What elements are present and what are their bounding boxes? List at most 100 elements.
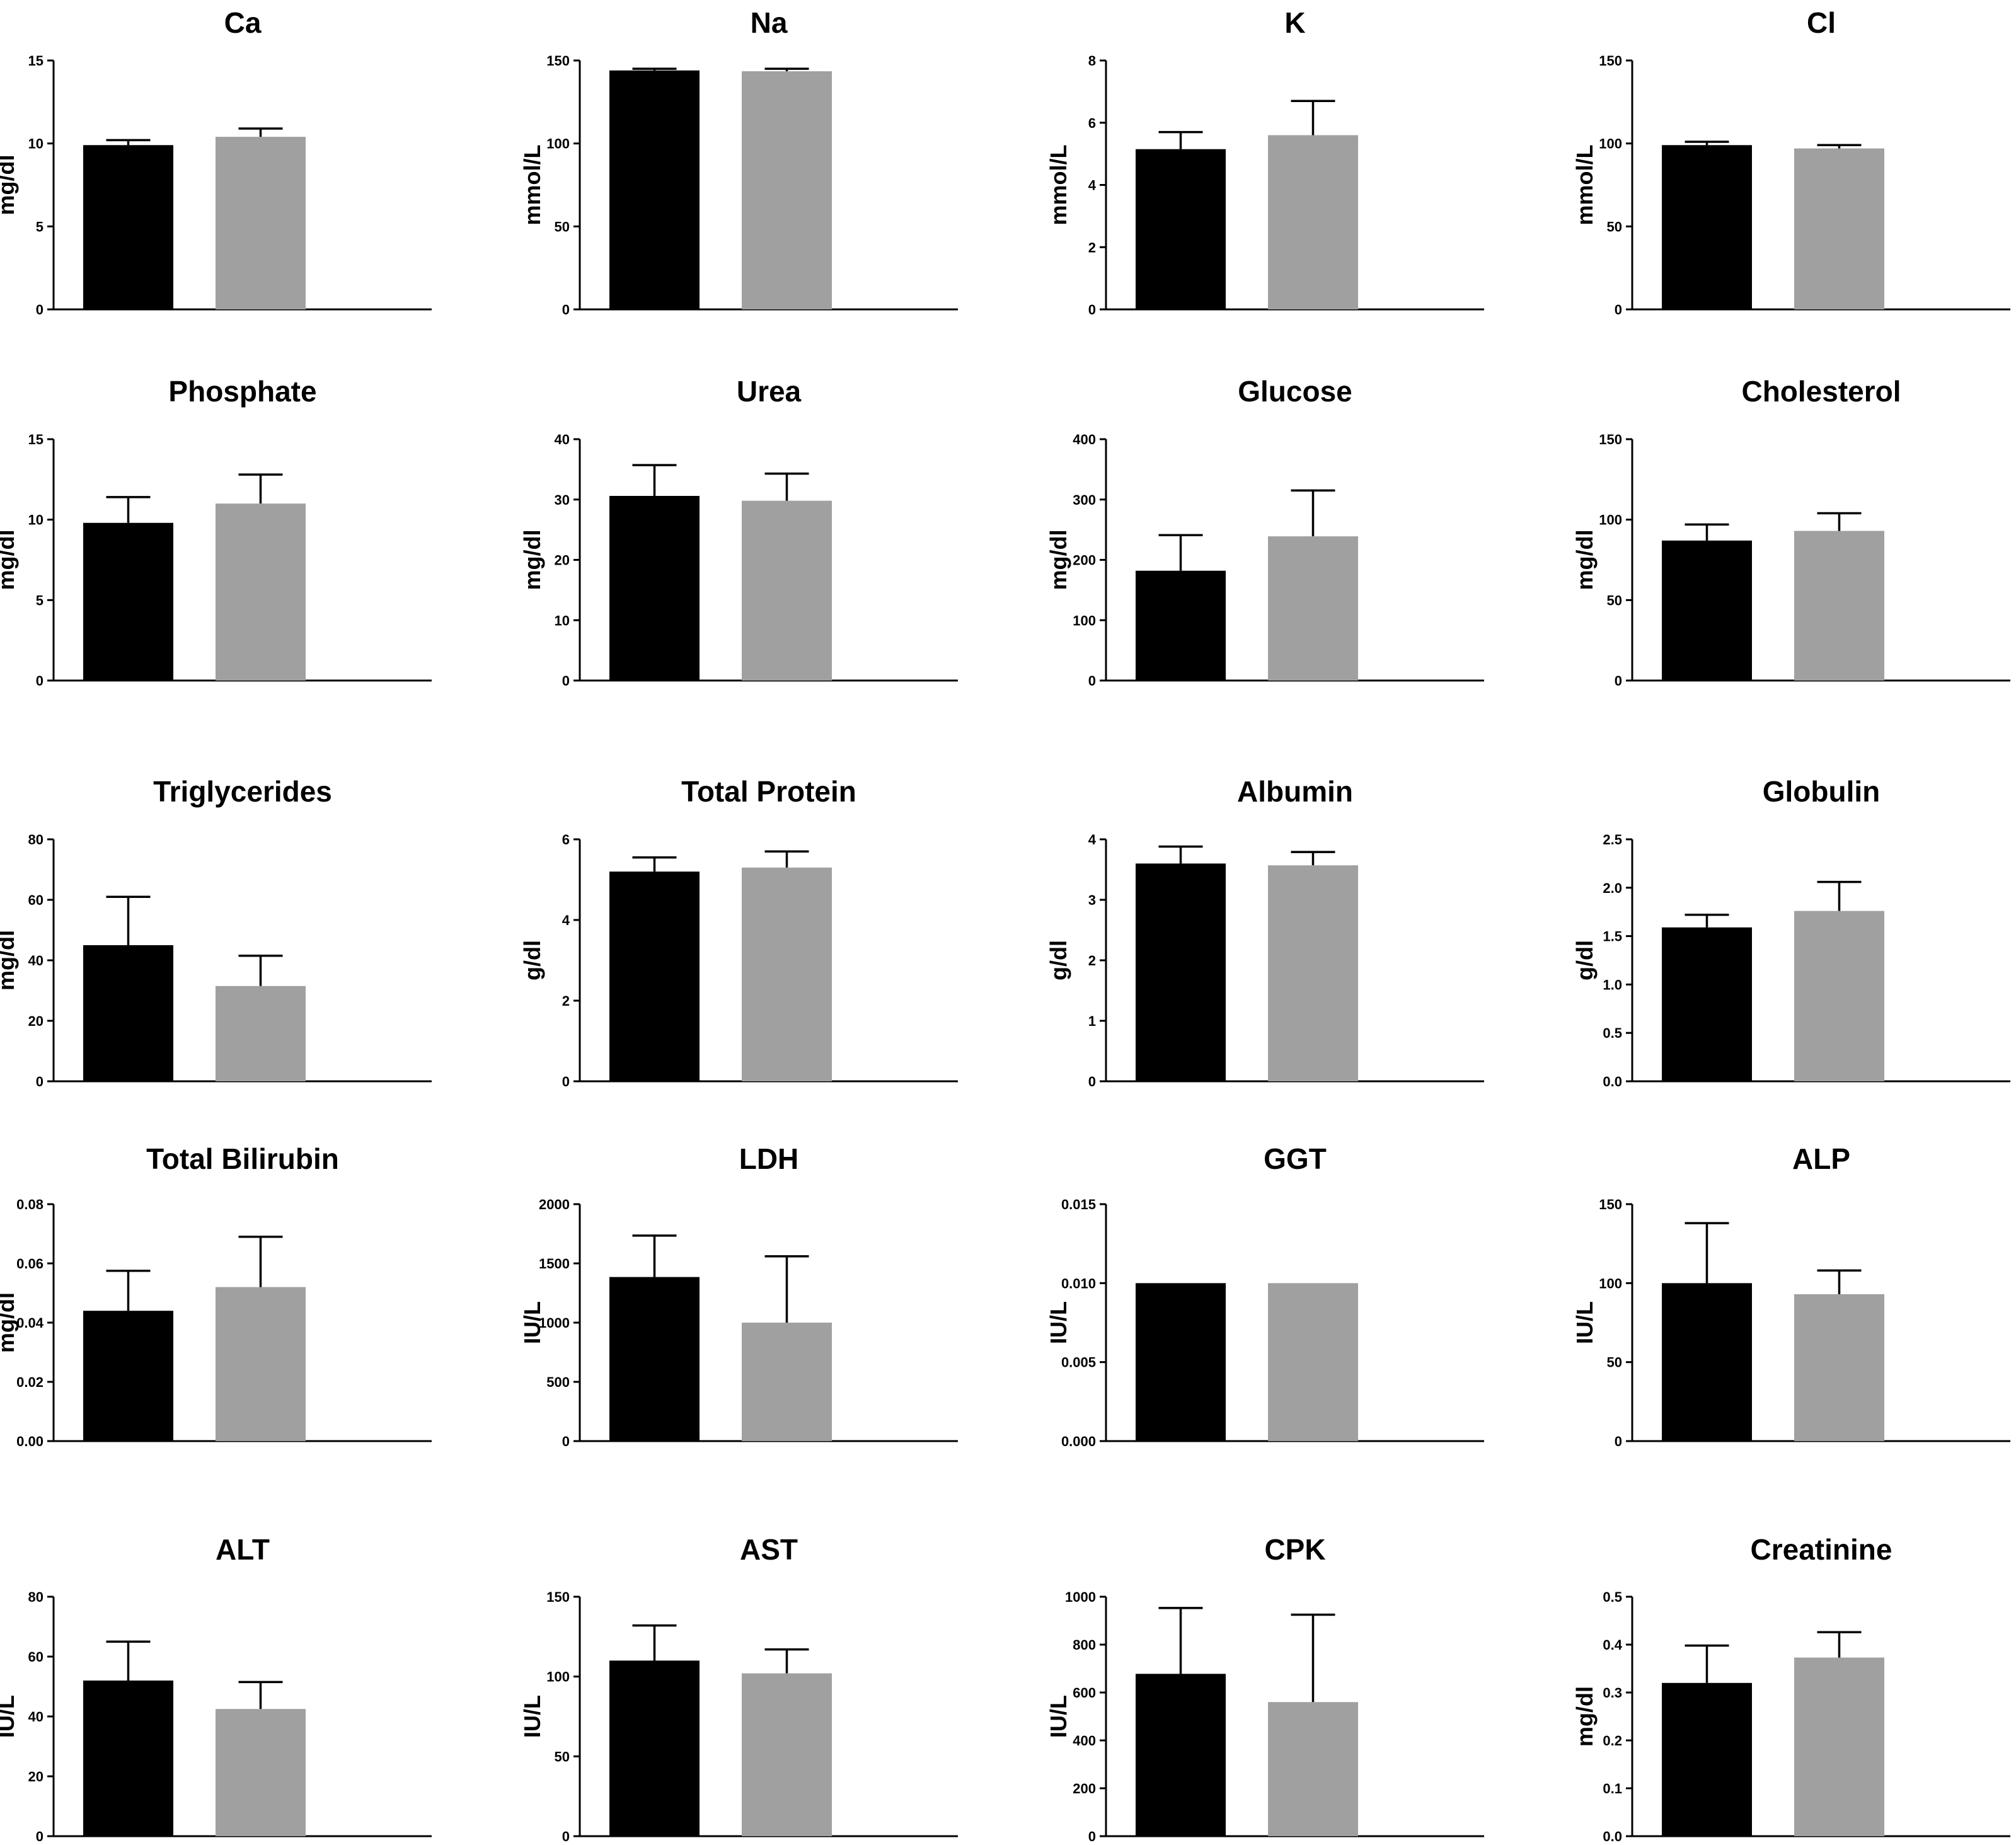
chart-total-bilirubin: Total Bilirubin mg/dl 0.00 0.02 0.04 0.06 0.08	[0, 1142, 432, 1449]
y-tick-label: 1000	[1065, 1589, 1096, 1605]
y-tick-label: 0	[1088, 673, 1096, 689]
y-tick-label: 0.08	[16, 1197, 43, 1212]
y-tick-label: 0.010	[1061, 1275, 1096, 1291]
y-tick-label: 0	[36, 673, 43, 689]
chart-title: Cholesterol	[1741, 375, 1901, 408]
y-tick-label: 1.0	[1603, 977, 1622, 992]
y-tick-label: 50	[555, 1749, 570, 1764]
chart-title: Cl	[1807, 6, 1836, 39]
y-axis-label: mmol/L	[1572, 144, 1598, 225]
y-tick-label: 1.5	[1603, 929, 1622, 945]
y-tick-label: 0.5	[1603, 1589, 1622, 1605]
y-tick-label: 100	[546, 1669, 570, 1685]
y-tick-label: 0.0	[1603, 1074, 1622, 1089]
y-tick-label: 600	[1073, 1685, 1096, 1701]
bar-urea-group-2	[742, 500, 832, 681]
y-tick-label: 2	[1088, 953, 1096, 968]
bar-creatinine-group-1	[1662, 1682, 1752, 1836]
y-tick-label: 0	[36, 302, 43, 318]
chart-title: AST	[740, 1533, 798, 1566]
y-tick-label: 100	[1073, 612, 1096, 628]
y-tick-label: 60	[28, 1649, 43, 1665]
bar-triglycerides-group-1	[83, 945, 173, 1081]
y-tick-label: 5	[36, 592, 43, 608]
y-axis-label: IU/L	[1572, 1301, 1598, 1344]
y-tick-label: 0.04	[16, 1315, 44, 1331]
y-axis-label: IU/L	[519, 1301, 545, 1344]
y-tick-label: 2	[1088, 239, 1096, 255]
chart-total-protein: Total Protein g/dl 0 2 4 6	[519, 775, 958, 1089]
y-tick-label: 0	[1088, 1074, 1096, 1089]
bar-cholesterol-group-1	[1662, 540, 1752, 681]
y-tick-label: 0.00	[16, 1434, 43, 1449]
chart-title: Ca	[224, 6, 262, 39]
y-axis-label: IU/L	[1045, 1301, 1071, 1344]
y-tick-label: 50	[555, 219, 570, 234]
bar-ast-group-2	[742, 1673, 832, 1836]
chart-alp: ALP IU/L 0 50 100 150	[1572, 1142, 2010, 1449]
y-tick-label: 5	[36, 219, 43, 234]
y-tick-label: 100	[546, 136, 570, 152]
y-tick-label: 20	[28, 1769, 43, 1785]
chart-triglycerides: Triglycerides mg/dl 0 20 40 60 80	[0, 775, 432, 1089]
y-tick-label: 20	[555, 553, 570, 568]
y-axis-label: mg/dl	[0, 930, 19, 991]
chart-title: CPK	[1264, 1533, 1325, 1566]
chart-title: ALT	[216, 1533, 270, 1566]
y-tick-label: 500	[546, 1374, 570, 1390]
y-tick-label: 2000	[539, 1197, 570, 1212]
y-tick-label: 0.0	[1603, 1829, 1622, 1844]
y-tick-label: 50	[1607, 219, 1622, 234]
chart-title: Creatinine	[1751, 1533, 1892, 1566]
bar-phosphate-group-2	[216, 503, 306, 681]
chart-ast: AST IU/L 0 50 100 150	[519, 1533, 958, 1844]
chart-title: Phosphate	[168, 375, 316, 408]
y-tick-label: 0	[562, 302, 570, 318]
y-tick-label: 20	[28, 1013, 43, 1029]
y-tick-label: 10	[28, 512, 43, 528]
y-tick-label: 15	[28, 53, 43, 69]
y-tick-label: 300	[1073, 492, 1096, 508]
bar-cholesterol-group-2	[1794, 531, 1884, 681]
chart-title: Glucose	[1238, 375, 1352, 408]
y-axis-label: mg/dl	[0, 1292, 19, 1353]
chart-title: Na	[751, 6, 788, 39]
y-tick-label: 0	[562, 1829, 570, 1844]
y-axis-label: g/dl	[1045, 940, 1071, 980]
chart-title: Urea	[737, 375, 802, 408]
chart-cpk: CPK IU/L 0 200 400 600 800 1000	[1045, 1533, 1484, 1844]
y-axis-label: mg/dl	[1572, 530, 1598, 590]
bar-ca-group-1	[83, 145, 173, 310]
bar-alp-group-1	[1662, 1283, 1752, 1441]
y-tick-label: 0	[1088, 302, 1096, 318]
bar-k-group-1	[1136, 149, 1226, 309]
y-tick-label: 4	[562, 912, 570, 928]
chart-cl: Cl mmol/L 0 50 100 150	[1572, 6, 2010, 318]
y-tick-label: 200	[1073, 553, 1096, 568]
y-tick-label: 0.000	[1061, 1434, 1096, 1449]
y-axis-label: mg/dl	[1045, 530, 1071, 590]
chart-cholesterol: Cholesterol mg/dl 0 50 100 150	[1572, 375, 2010, 689]
y-tick-label: 2.5	[1603, 832, 1622, 848]
y-axis-label: mg/dl	[1572, 1686, 1598, 1747]
bar-urea-group-1	[609, 496, 700, 681]
chart-alt: ALT IU/L 0 20 40 60 80	[0, 1533, 432, 1844]
bar-total-protein-group-1	[609, 871, 700, 1081]
bar-triglycerides-group-2	[216, 986, 306, 1081]
y-tick-label: 0	[562, 673, 570, 689]
y-tick-label: 400	[1073, 1733, 1096, 1749]
y-tick-label: 10	[555, 612, 570, 628]
y-tick-label: 80	[28, 1589, 43, 1605]
y-tick-label: 30	[555, 492, 570, 508]
y-axis-label: IU/L	[0, 1695, 19, 1738]
bar-phosphate-group-1	[83, 522, 173, 681]
y-tick-label: 0.02	[16, 1374, 43, 1390]
y-tick-label: 4	[1088, 178, 1097, 193]
bar-cpk-group-1	[1136, 1674, 1226, 1836]
y-tick-label: 1500	[539, 1256, 570, 1272]
y-tick-label: 150	[546, 1589, 570, 1605]
y-tick-label: 0	[1615, 673, 1622, 689]
bar-ggt-group-2	[1268, 1283, 1358, 1441]
y-tick-label: 0.2	[1603, 1733, 1622, 1749]
